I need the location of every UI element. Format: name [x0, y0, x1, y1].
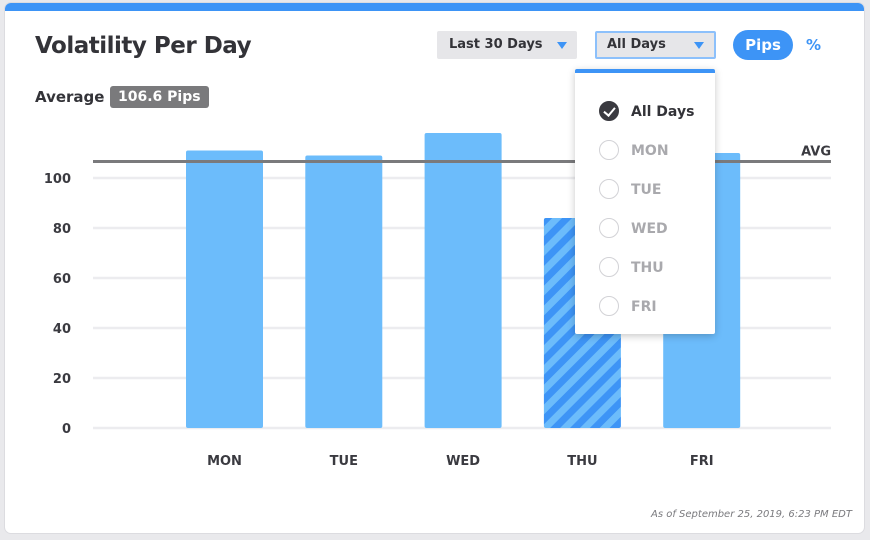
menu-item-label: All Days: [631, 104, 695, 120]
x-tick-label: TUE: [330, 454, 358, 469]
x-tick-label: THU: [567, 454, 597, 469]
y-tick-label: 20: [53, 372, 71, 387]
y-tick-label: 40: [53, 322, 71, 337]
caret-down-icon: [694, 42, 704, 49]
bar-mon: [186, 150, 263, 428]
check-circle-icon: [599, 101, 619, 121]
period-dropdown[interactable]: Last 30 Days: [437, 31, 577, 59]
x-tick-label: WED: [446, 454, 480, 469]
radio-circle-icon: [599, 257, 619, 277]
menu-item-label: MON: [631, 143, 669, 159]
average-badge: 106.6 Pips: [110, 86, 209, 108]
x-tick-label: FRI: [690, 454, 714, 469]
y-tick-label: 60: [53, 272, 71, 287]
radio-circle-icon: [599, 179, 619, 199]
timestamp: As of September 25, 2019, 6:23 PM EDT: [651, 509, 852, 520]
average-label: Average: [35, 88, 105, 106]
volatility-bar-chart: 0 20 40 60 80 100 MON TUE WED THU FRI AVG: [44, 133, 831, 469]
card-accent-bar: [5, 3, 864, 11]
average-line-label: AVG: [801, 145, 831, 160]
menu-item-label: FRI: [631, 299, 657, 315]
x-tick-label: MON: [207, 454, 242, 469]
pips-toggle-button[interactable]: Pips: [733, 30, 793, 60]
radio-circle-icon: [599, 218, 619, 238]
percent-toggle-button[interactable]: %: [806, 36, 822, 54]
day-filter-value: All Days: [607, 37, 666, 52]
volatility-card: Volatility Per Day Average 106.6 Pips La…: [5, 3, 864, 533]
y-tick-label: 0: [62, 422, 71, 437]
y-tick-label: 80: [53, 222, 71, 237]
menu-item-label: TUE: [631, 182, 662, 198]
bar-wed: [424, 133, 502, 428]
radio-circle-icon: [599, 296, 619, 316]
day-filter-dropdown[interactable]: All Days: [595, 31, 716, 59]
page-title: Volatility Per Day: [35, 33, 252, 59]
caret-down-icon: [557, 42, 567, 49]
day-filter-menu: All Days MON TUE WED THU FRI: [575, 69, 715, 334]
menu-item-label: WED: [631, 221, 668, 237]
y-tick-label: 100: [44, 172, 71, 187]
bar-tue: [305, 155, 383, 428]
period-dropdown-value: Last 30 Days: [449, 37, 543, 52]
radio-circle-icon: [599, 140, 619, 160]
menu-item-label: THU: [631, 260, 664, 276]
